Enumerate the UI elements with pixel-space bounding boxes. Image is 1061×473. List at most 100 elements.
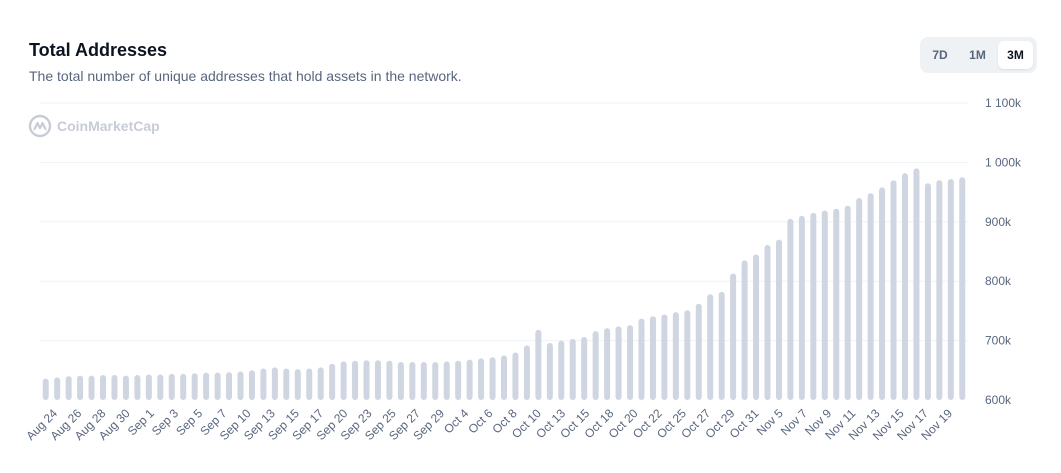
range-3m-button[interactable]: 3M <box>998 41 1033 69</box>
chart-subtitle: The total number of unique addresses tha… <box>29 68 462 84</box>
bar[interactable] <box>856 198 863 400</box>
bar[interactable] <box>329 363 336 400</box>
bar[interactable] <box>145 374 152 400</box>
bar[interactable] <box>787 218 794 400</box>
y-tick-label: 600k <box>985 393 1012 407</box>
bar[interactable] <box>936 180 943 400</box>
bar[interactable] <box>443 361 450 400</box>
bar[interactable] <box>512 352 519 400</box>
bar[interactable] <box>409 361 416 400</box>
bar[interactable] <box>833 208 840 400</box>
bar[interactable] <box>741 260 748 400</box>
bar[interactable] <box>844 205 851 400</box>
bar[interactable] <box>283 368 290 400</box>
bar[interactable] <box>203 372 210 400</box>
bar[interactable] <box>168 373 175 400</box>
bar[interactable] <box>821 210 828 400</box>
x-tick-label: Sep 3 <box>149 406 181 438</box>
bar[interactable] <box>65 376 72 400</box>
watermark-text: CoinMarketCap <box>57 118 160 134</box>
bar[interactable] <box>649 316 656 400</box>
bar[interactable] <box>294 369 301 400</box>
range-7d-button[interactable]: 7D <box>932 48 948 62</box>
bar[interactable] <box>604 328 611 400</box>
bar[interactable] <box>501 355 507 400</box>
bar[interactable] <box>352 360 359 400</box>
bar[interactable] <box>271 367 278 400</box>
bar[interactable] <box>248 370 255 400</box>
bar[interactable] <box>535 329 542 400</box>
y-tick-label: 700k <box>985 334 1012 348</box>
bar[interactable] <box>615 326 622 400</box>
bar[interactable] <box>959 177 966 400</box>
bar[interactable] <box>810 212 817 400</box>
bar[interactable] <box>627 325 634 400</box>
bar[interactable] <box>661 314 668 400</box>
bar[interactable] <box>890 180 897 400</box>
bar[interactable] <box>420 361 427 400</box>
bar[interactable] <box>638 318 645 400</box>
bar[interactable] <box>913 168 920 400</box>
bar[interactable] <box>397 361 404 400</box>
bar[interactable] <box>695 303 702 400</box>
bar[interactable] <box>707 294 714 400</box>
x-tick-label: Oct 4 <box>441 406 471 436</box>
bar[interactable] <box>489 357 496 400</box>
bar[interactable] <box>363 360 370 400</box>
bar[interactable] <box>432 361 439 400</box>
bar[interactable] <box>42 378 49 400</box>
bar[interactable] <box>569 338 576 400</box>
bar[interactable] <box>672 312 679 400</box>
x-tick-label: Oct 6 <box>465 406 495 436</box>
bar[interactable] <box>122 375 129 400</box>
range-1m-button[interactable]: 1M <box>969 48 986 62</box>
bar[interactable] <box>455 360 462 400</box>
bar[interactable] <box>730 273 737 400</box>
bar[interactable] <box>581 337 588 400</box>
bar[interactable] <box>374 360 381 400</box>
bar[interactable] <box>54 377 61 400</box>
x-tick-label: Sep 1 <box>125 406 157 438</box>
bar[interactable] <box>237 371 244 400</box>
chart-title: Total Addresses <box>29 40 168 60</box>
bar[interactable] <box>214 372 221 400</box>
bar[interactable] <box>111 375 118 400</box>
y-tick-label: 1 000k <box>985 155 1022 169</box>
bar[interactable] <box>798 215 805 400</box>
x-tick-label: Nov 5 <box>754 406 786 438</box>
bar[interactable] <box>523 345 530 400</box>
bar[interactable] <box>134 375 141 400</box>
bar[interactable] <box>260 368 267 400</box>
bar[interactable] <box>100 375 107 400</box>
bar[interactable] <box>684 310 691 400</box>
bar[interactable] <box>466 359 473 400</box>
bar[interactable] <box>180 373 187 400</box>
x-tick-label: Sep 5 <box>173 406 205 438</box>
bar[interactable] <box>317 367 324 400</box>
x-tick-label: Nov 7 <box>778 406 810 438</box>
bar[interactable] <box>775 239 782 400</box>
bar[interactable] <box>88 375 95 400</box>
bar[interactable] <box>924 183 931 400</box>
bar[interactable] <box>340 361 347 400</box>
bar[interactable] <box>558 340 565 400</box>
y-tick-label: 900k <box>985 215 1012 229</box>
bar[interactable] <box>306 368 313 400</box>
bar[interactable] <box>191 373 198 400</box>
bar[interactable] <box>764 244 771 400</box>
bar[interactable] <box>77 375 84 400</box>
bar[interactable] <box>546 342 553 400</box>
bar[interactable] <box>478 358 485 400</box>
bar[interactable] <box>753 254 760 400</box>
bar[interactable] <box>879 187 886 400</box>
time-range-selector: 7D 1M 3M <box>920 37 1037 73</box>
bar[interactable] <box>947 179 954 400</box>
bar[interactable] <box>867 193 874 400</box>
bar[interactable] <box>226 372 233 400</box>
bar[interactable] <box>157 374 164 400</box>
bar[interactable] <box>718 291 725 400</box>
bar[interactable] <box>592 331 599 400</box>
bar[interactable] <box>901 173 908 400</box>
bar[interactable] <box>386 360 393 400</box>
